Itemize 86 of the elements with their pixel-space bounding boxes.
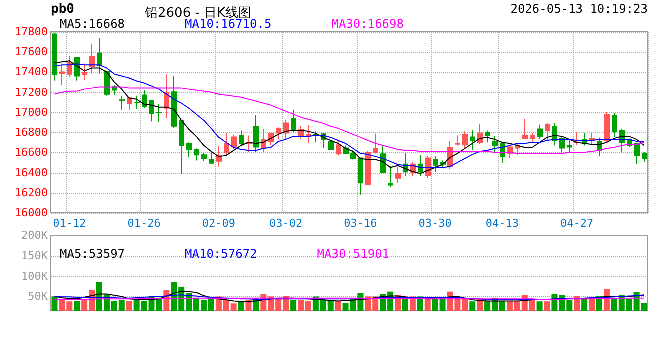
text: MA10:57672 [185,247,258,261]
text: MA30:51901 [317,247,390,261]
text: 2026-05-13 10:19:23 [510,2,648,16]
x-tick-label: 04-27 [560,217,594,230]
candlestick [634,143,640,165]
x-tick-label: 03-02 [270,217,303,230]
candlestick [89,43,95,75]
candlestick [559,136,565,154]
candlestick [253,114,259,152]
text: MA10:16710.5 [185,17,272,31]
candlestick [567,138,572,152]
candlestick [134,95,140,110]
candlestick [119,96,125,110]
candlestick [74,56,80,82]
candlestick [492,136,498,152]
candlestick [52,32,57,82]
candlestick [261,128,266,152]
candlestick [395,167,401,184]
y-tick-label: 16400 [14,166,48,180]
candlestick [283,119,289,140]
text: pb0 [51,2,75,17]
candlestick [604,112,610,144]
candlestick [194,148,199,162]
y-tick-label: 16600 [14,146,48,160]
candlestick [156,104,162,123]
candlestick [612,112,617,138]
candlestick [455,135,460,146]
candlestick [231,134,237,150]
candlestick [358,158,363,196]
candlestick [470,130,475,151]
candlestick [328,141,334,150]
candlestick [462,131,468,150]
candlestick [418,154,423,177]
x-tick-label: 01-26 [128,217,161,230]
candlestick [313,131,319,144]
candlestick [291,109,296,134]
x-tick-label: 04-13 [486,217,520,230]
candlestick [201,152,207,162]
y-tick-label: 17400 [14,66,48,79]
candlestick [388,165,393,188]
candlestick [433,156,438,173]
y-tick-label: 150K [22,249,48,262]
candlestick [82,63,87,81]
candlestick [186,142,192,158]
x-tick-label: 01-12 [53,217,86,230]
candlestick [142,90,147,109]
candlestick [373,133,378,154]
y-tick-label: 16200 [14,186,48,200]
candlestick [239,130,244,146]
line-series [54,86,645,154]
candlestick [537,124,543,140]
candlestick [545,122,550,141]
candlestick [522,118,528,140]
candlestick [67,56,72,78]
candlestick [365,150,371,186]
candlestick [306,124,311,144]
text: MA5:53597 [60,247,126,261]
y-tick-label: 17800 [14,26,48,38]
text: MA5:16668 [60,17,126,31]
x-tick-label: 02-09 [202,217,236,230]
candlestick [216,146,222,168]
candlestick [209,151,214,165]
y-tick-label: 17200 [14,86,48,99]
candlestick [97,38,102,75]
y-tick-label: 50K [28,290,48,304]
y-tick-label: 16000 [14,206,48,220]
candlestick [224,132,229,156]
candlestick [642,151,647,162]
candlestick [485,130,490,144]
y-tick-label: 100K [22,270,48,283]
y-tick-label: 17000 [14,106,48,119]
candlestick [179,119,184,175]
candlestick [276,127,281,140]
candlestick [171,76,177,130]
y-tick-label: 200K [22,229,48,242]
y-tick-label: 16800 [14,126,48,140]
candlestick [336,140,341,156]
x-tick-label: 03-16 [344,217,378,230]
candlestick [149,100,154,122]
candlestick [164,74,169,120]
x-tick-label: 03-30 [418,217,452,230]
candlestick [59,63,65,86]
text: MA30:16698 [332,17,404,31]
candlestick [104,71,110,96]
y-tick-label: 17600 [14,46,48,59]
candlestick [530,132,535,144]
